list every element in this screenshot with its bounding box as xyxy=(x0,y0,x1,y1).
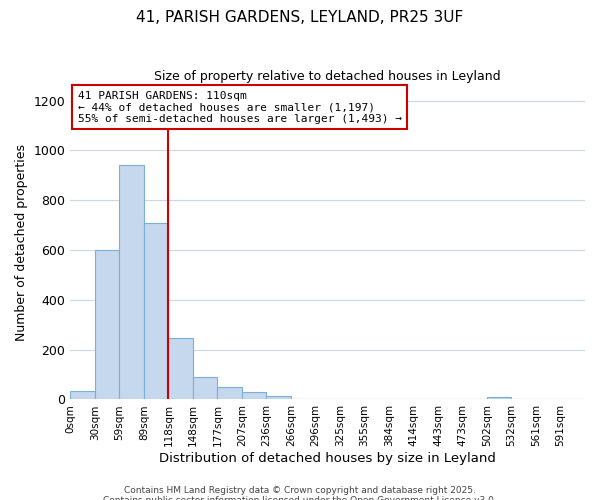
Title: Size of property relative to detached houses in Leyland: Size of property relative to detached ho… xyxy=(154,70,501,83)
Bar xyxy=(119,166,144,400)
Text: Contains HM Land Registry data © Crown copyright and database right 2025.: Contains HM Land Registry data © Crown c… xyxy=(124,486,476,495)
X-axis label: Distribution of detached houses by size in Leyland: Distribution of detached houses by size … xyxy=(159,452,496,465)
Bar xyxy=(242,392,266,400)
Text: 41 PARISH GARDENS: 110sqm
← 44% of detached houses are smaller (1,197)
55% of se: 41 PARISH GARDENS: 110sqm ← 44% of detac… xyxy=(77,90,401,124)
Bar xyxy=(95,250,119,400)
Text: 41, PARISH GARDENS, LEYLAND, PR25 3UF: 41, PARISH GARDENS, LEYLAND, PR25 3UF xyxy=(136,10,464,25)
Bar xyxy=(70,390,95,400)
Bar xyxy=(217,387,242,400)
Bar xyxy=(193,377,217,400)
Y-axis label: Number of detached properties: Number of detached properties xyxy=(15,144,28,341)
Bar xyxy=(169,338,193,400)
Text: Contains public sector information licensed under the Open Government Licence v3: Contains public sector information licen… xyxy=(103,496,497,500)
Bar xyxy=(266,396,291,400)
Bar xyxy=(487,398,511,400)
Bar xyxy=(144,222,169,400)
